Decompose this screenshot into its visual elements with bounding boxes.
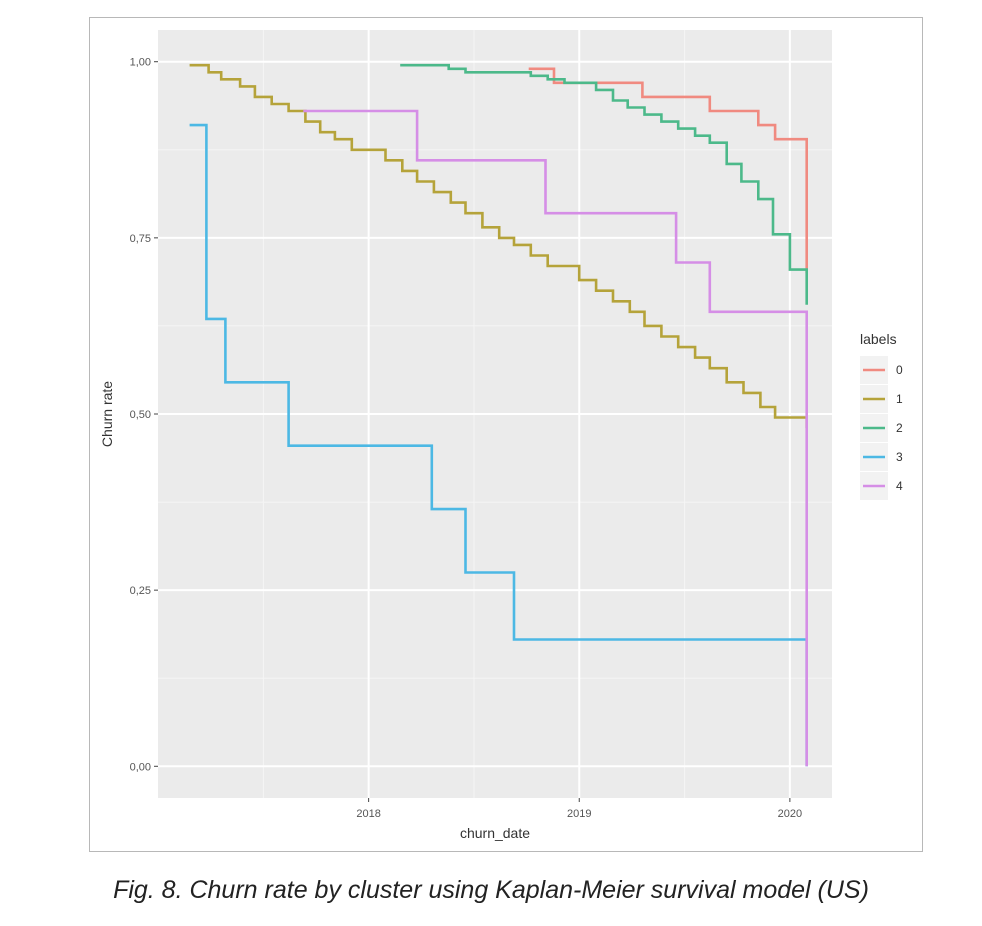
series-line-3 (189, 123, 808, 767)
x-tick-label: 2018 (356, 808, 380, 820)
legend-label: 1 (896, 392, 903, 406)
legend: 0 1 2 3 4 (860, 356, 903, 500)
x-axis-title: churn_date (460, 825, 530, 841)
grid-lines (158, 30, 832, 798)
legend-title: labels (860, 331, 897, 347)
axes: 2018 2019 2020 0,00 0,25 0,50 0,75 1,00 (130, 57, 803, 820)
series-lines (189, 63, 808, 767)
series-line-1 (189, 63, 808, 429)
figure-frame: 2018 2019 2020 0,00 0,25 0,50 0,75 1,00 Churn r… (89, 17, 923, 852)
y-tick-label: 0,75 (130, 233, 151, 245)
series-line-2 (400, 63, 808, 305)
y-tick-label: 1,00 (130, 57, 151, 69)
series-line-0 (528, 67, 808, 274)
y-tick-label: 0,25 (130, 585, 151, 597)
y-tick-label: 0,50 (130, 409, 151, 421)
legend-label: 4 (896, 479, 903, 493)
figure-caption: Fig. 8. Churn rate by cluster using Kapl… (113, 876, 869, 904)
legend-label: 0 (896, 363, 903, 377)
y-tick-label: 0,00 (130, 761, 151, 773)
chart: 2018 2019 2020 0,00 0,25 0,50 0,75 1,00 Churn r… (99, 30, 903, 841)
legend-label: 2 (896, 421, 903, 435)
x-tick-label: 2020 (778, 808, 802, 820)
legend-label: 3 (896, 450, 903, 464)
x-tick-label: 2019 (567, 808, 591, 820)
series-line-4 (303, 109, 808, 767)
y-axis-title: Churn rate (99, 381, 115, 447)
